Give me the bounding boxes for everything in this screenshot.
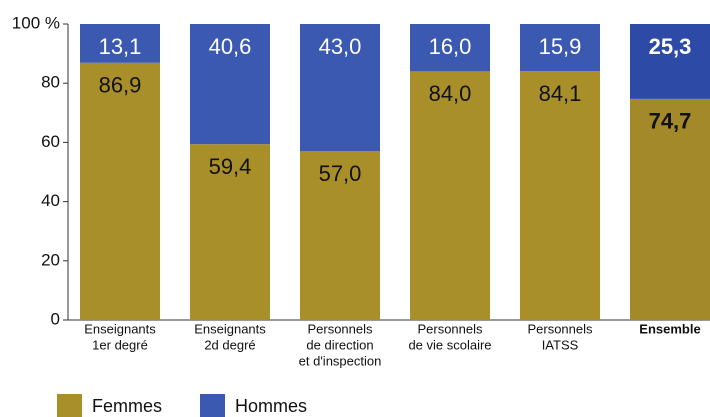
x-tick-label: Enseignants	[84, 321, 156, 336]
bar-segment	[80, 24, 160, 63]
legend-label: Femmes	[92, 396, 162, 416]
value-label: 43,0	[319, 34, 362, 59]
bar-segment	[520, 24, 600, 72]
value-label: 84,1	[539, 81, 582, 106]
x-tick-label: Enseignants	[194, 321, 266, 336]
x-tick-label: Personnels	[307, 321, 373, 336]
value-label: 59,4	[209, 154, 252, 179]
y-tick-label: 0	[51, 309, 60, 328]
value-label: 74,7	[649, 109, 692, 134]
x-tick-label: Ensemble	[639, 321, 700, 336]
value-label: 84,0	[429, 81, 472, 106]
bar-segment	[300, 24, 380, 152]
x-tick-label: de vie scolaire	[408, 337, 491, 352]
value-label: 57,0	[319, 161, 362, 186]
x-tick-label: IATSS	[542, 337, 579, 352]
x-tick-label: 1er degré	[92, 337, 148, 352]
bar-segment	[190, 144, 270, 320]
y-tick-label: 80	[41, 73, 60, 92]
x-tick-label: de direction	[306, 337, 373, 352]
value-label: 15,9	[539, 34, 582, 59]
x-tick-label: 2d degré	[204, 337, 255, 352]
bar-segment	[410, 71, 490, 320]
bar-segment	[630, 24, 710, 99]
legend-swatch	[57, 394, 82, 417]
y-tick-label: 100 %	[12, 13, 60, 32]
y-tick-label: 20	[41, 250, 60, 269]
value-label: 16,0	[429, 34, 472, 59]
value-label: 86,9	[99, 73, 142, 98]
legend-swatch	[200, 394, 225, 417]
bar-segment	[630, 98, 710, 320]
value-label: 13,1	[99, 34, 142, 59]
bar-segment	[300, 151, 380, 320]
x-tick-label: Personnels	[527, 321, 593, 336]
bar-segment	[520, 71, 600, 321]
y-tick-label: 60	[41, 132, 60, 151]
x-tick-label: et d'inspection	[299, 353, 382, 368]
value-label: 40,6	[209, 34, 252, 59]
bar-segment	[190, 24, 270, 145]
bar-segment	[410, 24, 490, 72]
x-tick-label: Personnels	[417, 321, 483, 336]
value-label: 25,3	[649, 34, 692, 59]
legend-label: Hommes	[235, 396, 307, 416]
bar-segment	[80, 62, 160, 320]
y-tick-label: 40	[41, 191, 60, 210]
